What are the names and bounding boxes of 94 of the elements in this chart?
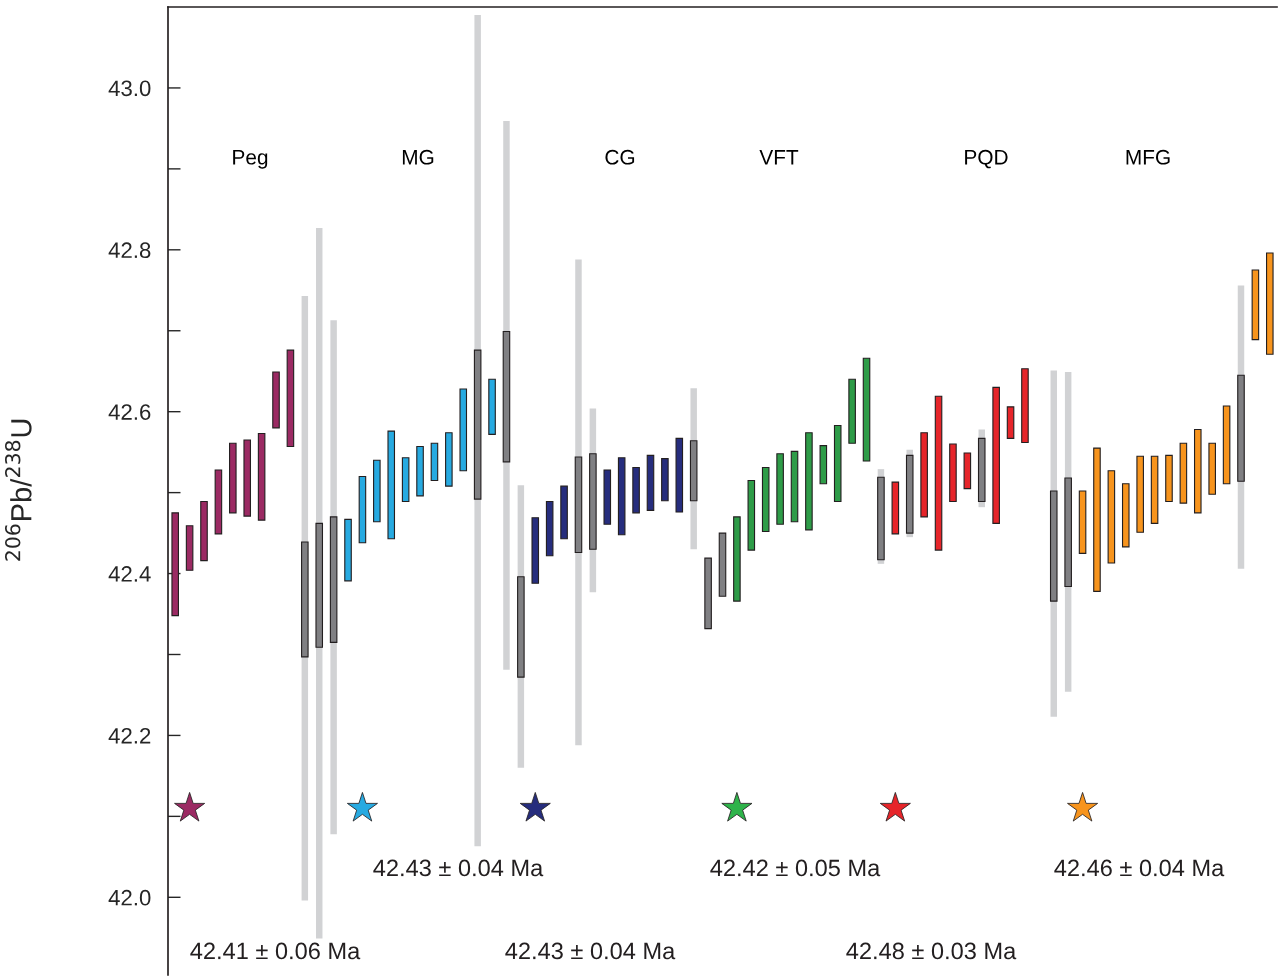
bar: [545, 500, 554, 557]
bar: [272, 371, 280, 429]
annotation: 42.43 ± 0.04 Ma: [373, 859, 544, 877]
bar: [1237, 374, 1245, 482]
bar: [1179, 442, 1188, 504]
bar: [949, 443, 957, 503]
bar: [301, 541, 309, 658]
y-tick-label: 42.4: [108, 566, 151, 582]
bar: [1064, 477, 1072, 588]
bar: [632, 466, 640, 514]
annotation: PQD: [965, 149, 1008, 169]
annotation: MG: [402, 149, 434, 165]
bar: [1049, 490, 1058, 602]
bar: [200, 500, 208, 562]
bar: [459, 388, 468, 472]
y-tick-label: 42.6: [108, 404, 151, 420]
bar: [617, 457, 626, 536]
bar: [373, 459, 381, 523]
bar: [963, 452, 972, 490]
y-tick-label: 43.0: [108, 80, 151, 97]
bar: [934, 395, 943, 551]
bar: [1208, 442, 1216, 495]
bar: [920, 432, 928, 518]
bar: [819, 445, 828, 485]
bar: [1165, 454, 1173, 503]
bar: [329, 516, 338, 643]
bar: [1150, 455, 1159, 524]
bar: [430, 442, 439, 482]
bar: [833, 424, 842, 503]
bar: [1107, 470, 1116, 564]
bar: [473, 349, 482, 500]
bar: [315, 522, 324, 648]
bar: [977, 437, 986, 503]
annotation: 42.43 ± 0.04 Ma: [505, 942, 676, 960]
bar: [675, 437, 684, 513]
bar: [257, 432, 266, 521]
bar: [862, 357, 871, 462]
y-tick-label: 42.2: [108, 727, 151, 744]
bar: [589, 453, 597, 550]
bar: [848, 378, 856, 444]
bar: [229, 442, 237, 514]
bar: [445, 432, 453, 487]
y-tick-label: 42.8: [108, 242, 151, 259]
bar: [689, 440, 698, 502]
annotation: 42.42 ± 0.05 Ma: [710, 859, 881, 877]
bar: [171, 512, 179, 617]
bar: [387, 430, 396, 540]
bar: [344, 518, 352, 582]
bar: [733, 516, 741, 602]
bar: [574, 456, 583, 554]
bar: [243, 439, 252, 517]
bar: [185, 525, 194, 571]
bar: [560, 485, 568, 540]
bar: [1266, 252, 1274, 355]
annotation: 42.46 ± 0.04 Ma: [1054, 859, 1225, 877]
bar: [1006, 406, 1015, 439]
bar: [488, 378, 496, 435]
bar: [992, 386, 1000, 524]
annotation: Peg: [233, 150, 268, 169]
bar: [214, 469, 223, 535]
bar: [790, 450, 799, 523]
bar: [1093, 447, 1101, 592]
bar: [416, 445, 424, 497]
bar: [286, 349, 295, 448]
bar: [1251, 269, 1260, 341]
bar: [718, 532, 727, 597]
bar: [905, 454, 914, 534]
annotation: 42.48 ± 0.03 Ma: [846, 942, 1017, 960]
bar: [661, 458, 669, 502]
bar: [1121, 483, 1130, 548]
annotation: 42.41 ± 0.06 Ma: [190, 942, 361, 960]
bar: [1222, 405, 1231, 485]
bar: [704, 557, 712, 630]
annotation: VFT: [759, 150, 799, 165]
bar: [502, 331, 511, 463]
bar: [1193, 428, 1202, 514]
bar: [761, 466, 770, 533]
bar: [805, 432, 813, 531]
bar: [358, 475, 367, 544]
bar: [646, 454, 655, 511]
bar: [603, 469, 612, 525]
y-axis-title: $^{206}$Pb/$^{238}$U: [5, 419, 32, 561]
bar: [531, 517, 540, 584]
bar: [401, 457, 410, 503]
bar: [1021, 368, 1029, 443]
bar: [517, 576, 525, 678]
bar: [747, 479, 756, 551]
bar: [1136, 455, 1144, 533]
annotation: CG: [605, 149, 635, 165]
bar: [891, 481, 900, 535]
bar: [1078, 490, 1087, 554]
bar: [776, 453, 784, 525]
y-tick-label: 42.0: [108, 889, 151, 906]
annotation: MFG: [1126, 149, 1170, 165]
